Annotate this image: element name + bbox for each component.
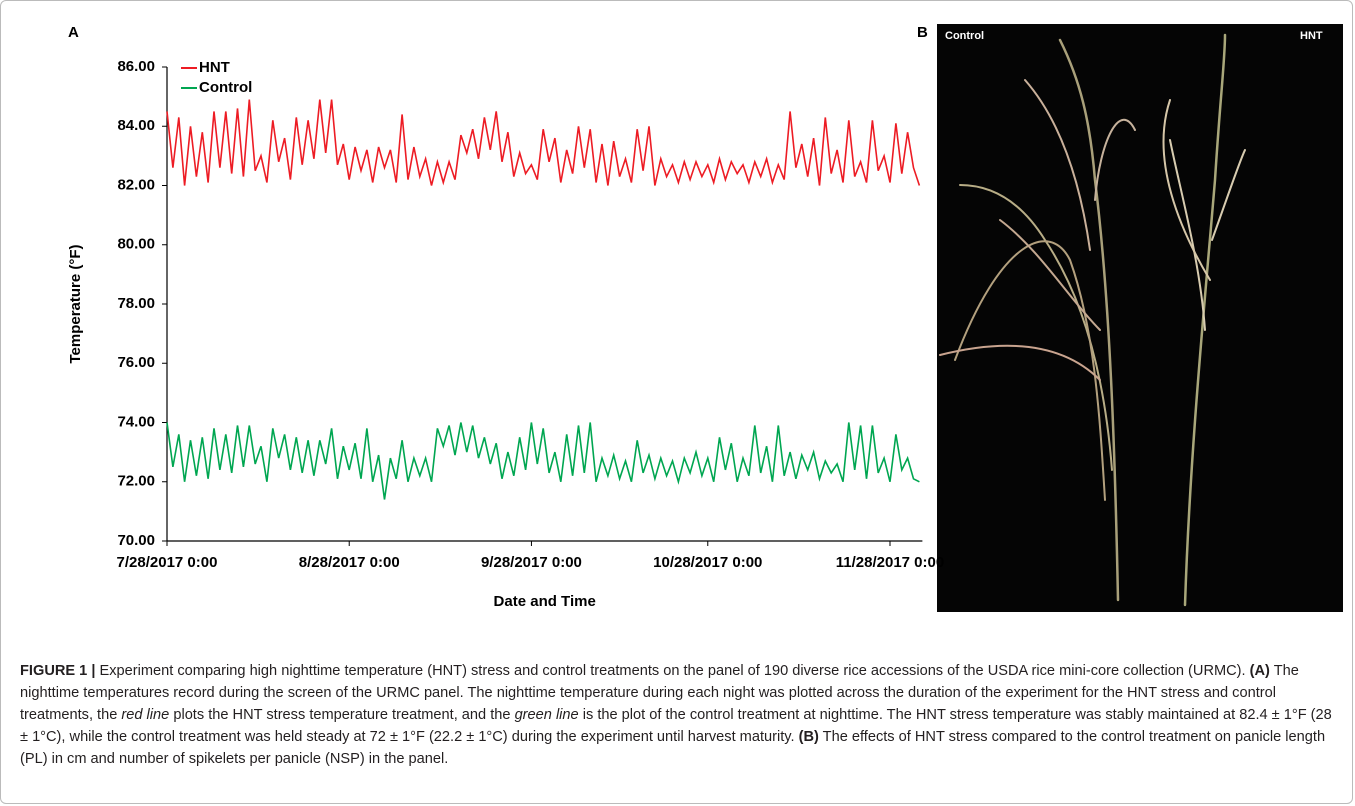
panel-label: B bbox=[917, 24, 928, 41]
caption-text: The nighttime temperatures record during… bbox=[20, 663, 1299, 723]
y-tick-label: 78.00 bbox=[117, 295, 155, 312]
y-tick-label: 86.00 bbox=[117, 58, 155, 75]
y-tick-label: 82.00 bbox=[117, 176, 155, 193]
x-axis-label: Date and Time bbox=[494, 593, 596, 610]
x-tick-label: 9/28/2017 0:00 bbox=[481, 554, 582, 571]
data-line bbox=[166, 99, 921, 186]
caption-label: FIGURE 1 | bbox=[20, 663, 96, 679]
legend-label: HNT bbox=[199, 59, 230, 76]
caption-emphasis: green line bbox=[514, 707, 579, 723]
x-tick-label: 10/28/2017 0:00 bbox=[653, 554, 762, 571]
y-axis-label: Temperature (°F) bbox=[67, 244, 84, 363]
photo-label: Control bbox=[945, 30, 984, 42]
caption-text: The effects of HNT stress compared to th… bbox=[20, 729, 1326, 767]
photo-panicles bbox=[939, 33, 1246, 607]
y-tick-label: 80.00 bbox=[117, 236, 155, 253]
y-tick-label: 70.00 bbox=[117, 532, 155, 549]
caption-emphasis: red line bbox=[121, 707, 170, 723]
caption-text: is the plot of the control treatment at … bbox=[20, 707, 1332, 745]
caption-text: plots the HNT stress temperature treatme… bbox=[169, 707, 515, 723]
y-tick-label: 76.00 bbox=[117, 354, 155, 371]
x-tick-label: 7/28/2017 0:00 bbox=[117, 554, 218, 571]
legend-label: Control bbox=[199, 79, 252, 96]
data-line bbox=[166, 422, 920, 500]
caption-text: Experiment comparing high nighttime temp… bbox=[95, 663, 1250, 679]
panel-label: A bbox=[68, 24, 79, 41]
caption-panel-ref: (A) bbox=[1249, 663, 1270, 679]
caption-panel-ref: (B) bbox=[798, 729, 819, 745]
y-tick-label: 72.00 bbox=[117, 473, 155, 490]
caption: FIGURE 1 | Experiment comparing high nig… bbox=[20, 660, 1340, 770]
figure: A B Control HNT 70.00 72.00 74.00 76.00 78.0… bbox=[67, 24, 1343, 612]
x-tick-label: 8/28/2017 0:00 bbox=[299, 554, 400, 571]
photo-background bbox=[937, 24, 1343, 612]
photo-label: HNT bbox=[1300, 30, 1323, 42]
y-tick-label: 74.00 bbox=[117, 413, 155, 430]
y-tick-label: 84.00 bbox=[117, 117, 155, 134]
x-tick-label: 11/28/2017 0:00 bbox=[836, 554, 944, 571]
